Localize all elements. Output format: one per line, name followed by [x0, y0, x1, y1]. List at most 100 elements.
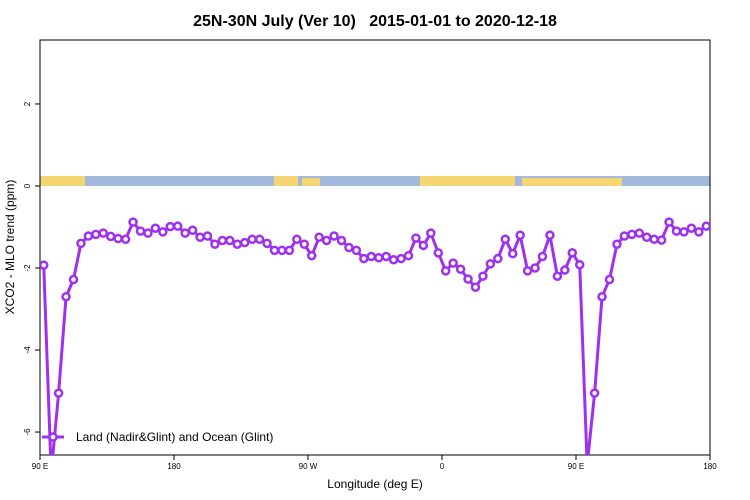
- point: [574, 259, 585, 270]
- y-tick-label: -6: [23, 428, 32, 436]
- point: [604, 274, 615, 285]
- y-tick-label: 2: [23, 101, 32, 106]
- point: [634, 228, 645, 238]
- point: [627, 229, 637, 240]
- point: [641, 232, 652, 242]
- legend-marker: [48, 432, 58, 442]
- point: [679, 227, 689, 237]
- point: [76, 238, 86, 249]
- point: [485, 259, 496, 269]
- point: [649, 234, 659, 245]
- x-tick-label: 90 W: [299, 462, 318, 471]
- point: [463, 274, 473, 284]
- point: [478, 271, 488, 281]
- point: [254, 234, 265, 245]
- point: [612, 239, 622, 249]
- point: [53, 388, 64, 398]
- point: [299, 239, 310, 249]
- point: [388, 255, 399, 265]
- point: [403, 250, 414, 261]
- point: [83, 231, 94, 241]
- x-axis-title: Longitude (deg E): [327, 477, 422, 491]
- point: [292, 234, 302, 245]
- point: [426, 228, 436, 238]
- point: [91, 229, 101, 240]
- y-tick-label: 0: [23, 183, 32, 188]
- point: [381, 251, 391, 262]
- point: [589, 388, 600, 398]
- point: [143, 228, 153, 238]
- point: [671, 226, 682, 236]
- point: [522, 266, 533, 276]
- point: [515, 230, 525, 240]
- point: [418, 240, 429, 251]
- point: [210, 239, 220, 249]
- x-tick-label: 180: [167, 462, 181, 471]
- point: [396, 253, 406, 264]
- point: [560, 265, 570, 275]
- point: [165, 221, 176, 232]
- point: [694, 227, 704, 237]
- point: [284, 245, 295, 256]
- point: [98, 228, 109, 238]
- point: [530, 263, 540, 273]
- point: [113, 233, 123, 244]
- point: [187, 225, 198, 236]
- point: [584, 461, 591, 468]
- point: [262, 238, 272, 249]
- point: [202, 231, 213, 241]
- point: [537, 251, 548, 262]
- point: [448, 258, 458, 268]
- point: [366, 251, 377, 262]
- point: [247, 234, 257, 245]
- point: [597, 291, 607, 302]
- point: [329, 231, 339, 241]
- point: [120, 234, 131, 245]
- point: [507, 248, 518, 259]
- point: [232, 239, 243, 249]
- point: [61, 291, 71, 302]
- point: [440, 266, 451, 276]
- point: [701, 221, 710, 231]
- point: [656, 235, 667, 245]
- point: [48, 470, 55, 477]
- point: [306, 250, 317, 261]
- point: [314, 232, 324, 242]
- point: [172, 221, 183, 231]
- x-tick-label: 180: [703, 462, 717, 471]
- chart-title: 25N-30N July (Ver 10) 2015-01-01 to 2020…: [193, 13, 557, 30]
- point: [359, 253, 369, 264]
- point: [433, 248, 444, 258]
- point: [373, 253, 384, 263]
- point: [40, 260, 49, 270]
- point: [135, 226, 146, 236]
- point: [269, 245, 280, 256]
- point: [686, 223, 697, 233]
- point: [277, 245, 287, 256]
- point: [344, 242, 354, 253]
- point: [105, 231, 116, 242]
- point: [158, 227, 168, 237]
- point: [225, 235, 235, 246]
- point: [664, 217, 674, 227]
- x-tick-label: 90 E: [32, 462, 48, 471]
- plot-frame: [39, 39, 711, 456]
- point: [195, 232, 205, 242]
- point: [552, 271, 563, 281]
- point: [68, 274, 79, 285]
- point: [351, 245, 362, 256]
- point: [411, 233, 421, 243]
- point: [239, 237, 250, 248]
- point: [567, 248, 578, 258]
- point: [470, 282, 481, 293]
- point: [180, 228, 190, 238]
- x-tick-label: 0: [440, 462, 445, 471]
- legend-label: Land (Nadir&Glint) and Ocean (Glint): [76, 430, 273, 444]
- point: [493, 253, 503, 264]
- point: [321, 235, 332, 246]
- plot-area: [40, 217, 710, 477]
- y-axis-title: XCO2 - MLO trend (ppm): [3, 180, 17, 315]
- point: [150, 223, 161, 233]
- x-tick-label: 90 E: [568, 462, 584, 471]
